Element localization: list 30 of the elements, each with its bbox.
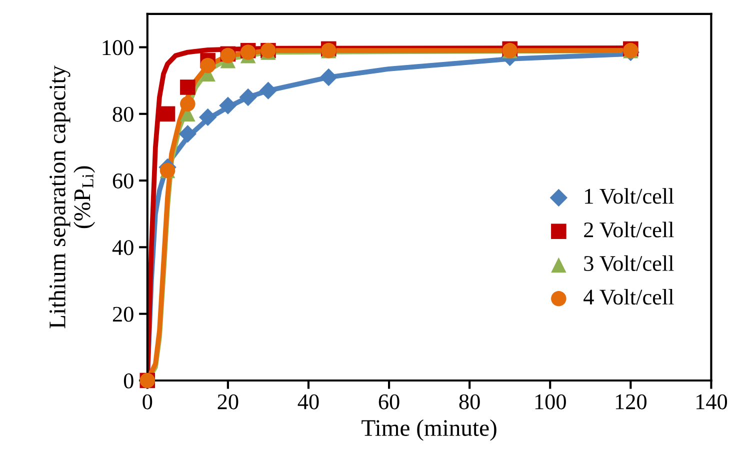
y-tick-label: 40 [112, 240, 134, 256]
x-tick-label: 40 [298, 394, 319, 410]
point [200, 58, 216, 74]
point [320, 68, 338, 86]
y-tick-label: 80 [112, 106, 134, 122]
point [219, 96, 237, 114]
x-tick-label: 20 [218, 394, 238, 410]
y-tick-label: 0 [124, 373, 134, 388]
x-tick-label: 100 [535, 394, 566, 410]
x-tick-label: 120 [616, 394, 646, 410]
x-tick-label: 60 [378, 394, 400, 410]
x-tick-label: 0 [142, 394, 152, 410]
point [160, 106, 176, 122]
x-tick-label: 140 [696, 394, 728, 410]
point [178, 125, 197, 143]
point [259, 82, 278, 100]
y-tick-label: 20 [112, 306, 134, 322]
y-axis-title: Lithium separation capacity (%P$_{Li}$) [48, 66, 96, 328]
y-tick-label: 100 [102, 40, 134, 56]
legend-label: 3 Volt/cell [584, 255, 674, 272]
legend-label: 1 Volt/cell [585, 188, 674, 204]
x-tick-label: 80 [459, 394, 480, 410]
legend-label: 2 Volt/cell [584, 222, 674, 238]
point [180, 96, 196, 112]
point [239, 88, 257, 106]
legend-label: 4 Volt/cell [584, 289, 674, 305]
point [198, 108, 217, 126]
x-axis-title: Time (minute) [362, 419, 496, 441]
point [180, 80, 196, 95]
y-tick-label: 60 [112, 173, 134, 188]
